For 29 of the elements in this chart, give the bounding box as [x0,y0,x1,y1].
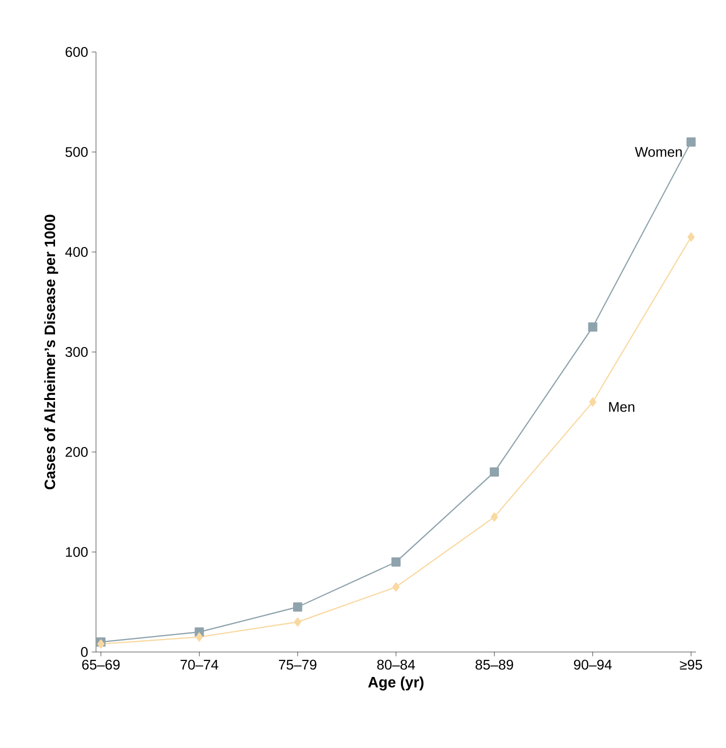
y-tick-label: 300 [65,347,88,357]
point [392,582,400,592]
y-tick-label: 100 [66,547,88,557]
series-label: Men [609,402,634,412]
point [294,617,302,627]
point [196,632,203,642]
x-axis-title: Age (yr) [368,676,424,690]
point [588,322,598,332]
y-tick-label: 600 [66,47,88,57]
series-label: Women [634,147,682,157]
y-tick-label: 0 [81,647,88,657]
x-tick-label: ≥95 [680,660,702,670]
x-tick-label: 65–69 [82,660,120,670]
point [686,137,696,147]
point [391,557,401,567]
x-tick-label: 90–94 [574,660,612,670]
point [688,232,695,242]
y-axis-title: Cases of Alzheimer’s Disease per 1000 [44,214,58,490]
x-tick-label: 80–84 [377,660,415,670]
x-tick-label: 85–89 [476,660,514,670]
point [589,397,596,407]
y-tick-label: 500 [66,147,88,157]
point [293,602,302,612]
point [490,467,499,477]
point [490,512,498,522]
x-tick-label: 75–79 [278,660,316,670]
y-tick-label: 400 [65,247,88,257]
y-tick-label: 200 [66,447,88,457]
x-tick-label: 70–74 [180,660,218,670]
